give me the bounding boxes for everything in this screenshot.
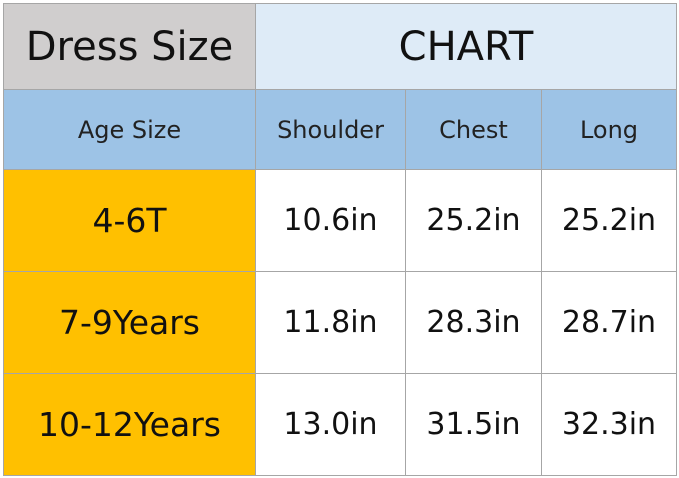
long-cell: 28.7in xyxy=(541,271,677,374)
long-cell: 25.2in xyxy=(541,169,677,272)
header-row: Age Size Shoulder Chest Long xyxy=(3,89,677,170)
header-shoulder: Shoulder xyxy=(255,89,406,170)
table-row: 10-12Years 13.0in 31.5in 32.3in xyxy=(3,373,677,476)
long-cell: 32.3in xyxy=(541,373,677,476)
header-chest: Chest xyxy=(405,89,542,170)
chest-cell: 25.2in xyxy=(405,169,542,272)
table-row: 7-9Years 11.8in 28.3in 28.7in xyxy=(3,271,677,374)
header-long: Long xyxy=(541,89,677,170)
title-row: Dress Size CHART xyxy=(3,3,677,90)
shoulder-cell: 11.8in xyxy=(255,271,406,374)
table-row: 4-6T 10.6in 25.2in 25.2in xyxy=(3,169,677,272)
size-chart-table: Dress Size CHART Age Size Shoulder Chest… xyxy=(3,3,677,476)
shoulder-cell: 13.0in xyxy=(255,373,406,476)
chart-subtitle: CHART xyxy=(255,3,677,90)
chart-title: Dress Size xyxy=(3,3,256,90)
header-age-size: Age Size xyxy=(3,89,256,170)
chest-cell: 28.3in xyxy=(405,271,542,374)
shoulder-cell: 10.6in xyxy=(255,169,406,272)
age-size-cell: 10-12Years xyxy=(3,373,256,476)
age-size-cell: 7-9Years xyxy=(3,271,256,374)
age-size-cell: 4-6T xyxy=(3,169,256,272)
chest-cell: 31.5in xyxy=(405,373,542,476)
